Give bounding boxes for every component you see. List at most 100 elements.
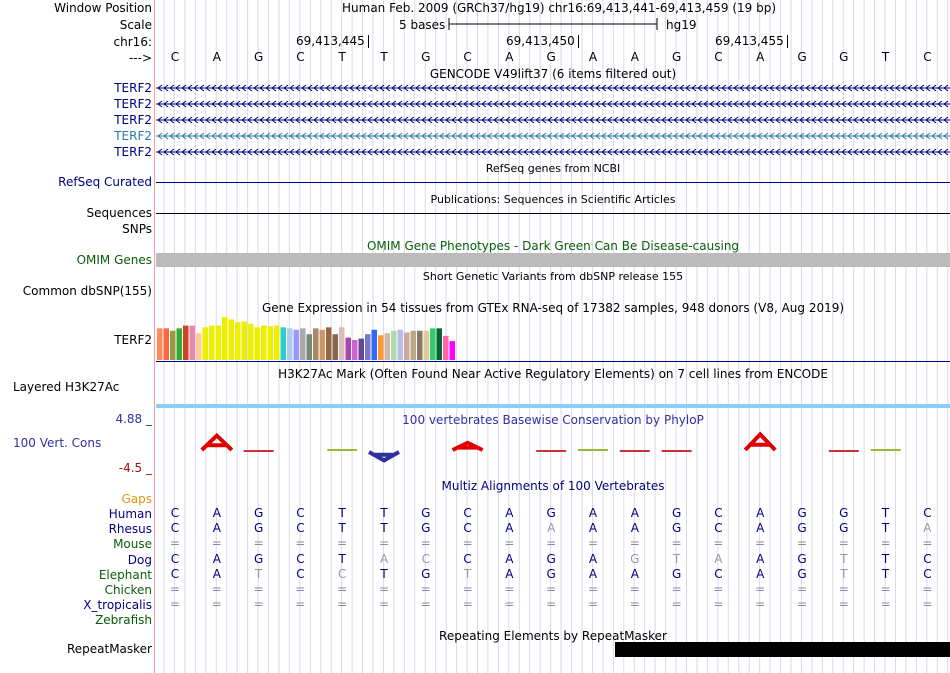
omim-track-label[interactable]: OMIM Genes (76, 253, 152, 267)
reference-base: G (839, 50, 849, 64)
reference-base: C (714, 50, 723, 64)
gtex-tissue-bar (189, 325, 195, 360)
alignment-base: = (295, 597, 306, 612)
gtex-tissue-bar (183, 325, 189, 360)
h3k27ac-track-label[interactable]: Layered H3K27Ac (13, 380, 120, 394)
refseq-gene-line[interactable] (156, 182, 950, 183)
alignment-base: A (756, 551, 765, 566)
gtex-tissue-bar (287, 328, 293, 360)
gtex-tissue-bar (397, 329, 403, 360)
gtex-tissue-bar (423, 330, 429, 360)
publications-line[interactable] (156, 213, 950, 214)
alignment-base: G (546, 566, 556, 581)
gencode-transcript-label[interactable]: TERF2 (114, 97, 152, 111)
species-label: Chicken (104, 583, 152, 597)
alignment-base: = (253, 582, 264, 596)
alignment-base: G (630, 551, 640, 566)
gencode-transcript-label[interactable]: TERF2 (114, 81, 152, 95)
alignment-base: G (421, 566, 431, 581)
alignment-base: A (212, 506, 221, 520)
gencode-gene-models[interactable] (156, 80, 950, 160)
species-label: Elephant (98, 567, 152, 582)
reference-base: T (881, 50, 890, 64)
alignment-base: = (587, 582, 599, 596)
alignment-base: = (796, 582, 808, 596)
alignment-base: = (922, 536, 933, 551)
phylop-score (536, 450, 567, 452)
phylop-logo[interactable] (156, 430, 950, 470)
gtex-tissue-bar (215, 325, 221, 360)
gtex-track-label[interactable]: TERF2 (114, 333, 152, 347)
gaps-label: Gaps (121, 492, 152, 506)
reference-base: A (756, 50, 765, 64)
alignment-base: = (295, 536, 306, 551)
alignment-base: A (630, 566, 639, 581)
gtex-tissue-bar (222, 317, 228, 360)
reference-base: C (296, 50, 305, 64)
alignment-base: C (923, 506, 932, 520)
alignment-base: = (796, 597, 808, 612)
reference-base: C (923, 50, 932, 64)
alignment-base: = (713, 597, 724, 612)
reference-base: A (588, 50, 598, 64)
alignment-base: C (463, 551, 472, 566)
gencode-transcript-label[interactable]: TERF2 (114, 145, 152, 159)
gtex-tissue-bar (261, 325, 267, 360)
alignment-base: G (671, 521, 682, 536)
reference-base: A (505, 50, 514, 64)
gtex-tissue-bar (326, 327, 332, 360)
alignment-base: = (337, 536, 348, 551)
rmsk-track-title: Repeating Elements by RepeatMasker (439, 629, 667, 643)
gtex-tissue-bar (313, 328, 319, 360)
alignment-base: T (840, 551, 848, 566)
scale-label: Scale (119, 18, 152, 32)
gtex-tissue-bar (358, 338, 364, 360)
gencode-transcript-label[interactable]: TERF2 (114, 113, 152, 127)
alignment-base: = (587, 536, 599, 551)
alignment-base: A (212, 551, 221, 566)
reference-base: G (253, 50, 264, 64)
alignment-base: = (211, 536, 222, 551)
alignment-base: = (211, 597, 222, 612)
multiz-track-title: Multiz Alignments of 100 Vertebrates (441, 479, 665, 493)
alignment-base: C (714, 521, 723, 536)
alignment-base: = (253, 597, 264, 612)
gtex-tissue-bar (436, 328, 442, 360)
gtex-tissue-bar (404, 332, 410, 360)
phylop-max-label: 4.88 _ (115, 412, 152, 426)
phylop-track-label[interactable]: 100 Vert. Cons (13, 436, 102, 450)
alignment-base: C (170, 506, 180, 520)
label-divider (154, 0, 155, 673)
alignment-base: C (170, 551, 180, 566)
gtex-tissue-bar (196, 333, 202, 360)
repeatmasker-track-label[interactable]: RepeatMasker (66, 642, 152, 656)
alignment-base: A (630, 521, 639, 536)
alignment-base: C (296, 551, 305, 566)
alignment-base: T (380, 521, 388, 536)
gencode-track-title: GENCODE V49lift37 (6 items filtered out) (429, 67, 677, 81)
gencode-transcript-label[interactable]: TERF2 (114, 129, 152, 143)
gtex-bar-graph[interactable] (156, 300, 950, 362)
alignment-base: = (629, 582, 640, 596)
scale-bases-text: 5 bases (399, 18, 446, 32)
alignment-base: A (588, 506, 598, 520)
reference-base: G (671, 50, 682, 64)
gtex-tissue-bar (449, 341, 455, 360)
alignment-base: A (714, 551, 723, 566)
repeat-element[interactable] (615, 642, 950, 657)
alignment-base: C (170, 521, 180, 536)
species-label: Human (108, 507, 152, 521)
phylop-score (661, 450, 692, 452)
phylop-score (578, 449, 608, 451)
alignment-base: G (253, 506, 264, 520)
dbsnp-track-label[interactable]: Common dbSNP(155) (22, 284, 152, 298)
h3k27ac-signal[interactable] (156, 404, 950, 408)
alignment-base: = (546, 582, 557, 596)
publications-track-label[interactable]: Sequences (86, 206, 152, 220)
reference-base: A (212, 50, 221, 64)
reference-base: G (797, 50, 807, 64)
species-label: Mouse (113, 537, 152, 552)
alignment-base: = (169, 536, 181, 551)
refseq-track-label[interactable]: RefSeq Curated (58, 175, 152, 189)
omim-gene-bar[interactable] (156, 253, 950, 267)
